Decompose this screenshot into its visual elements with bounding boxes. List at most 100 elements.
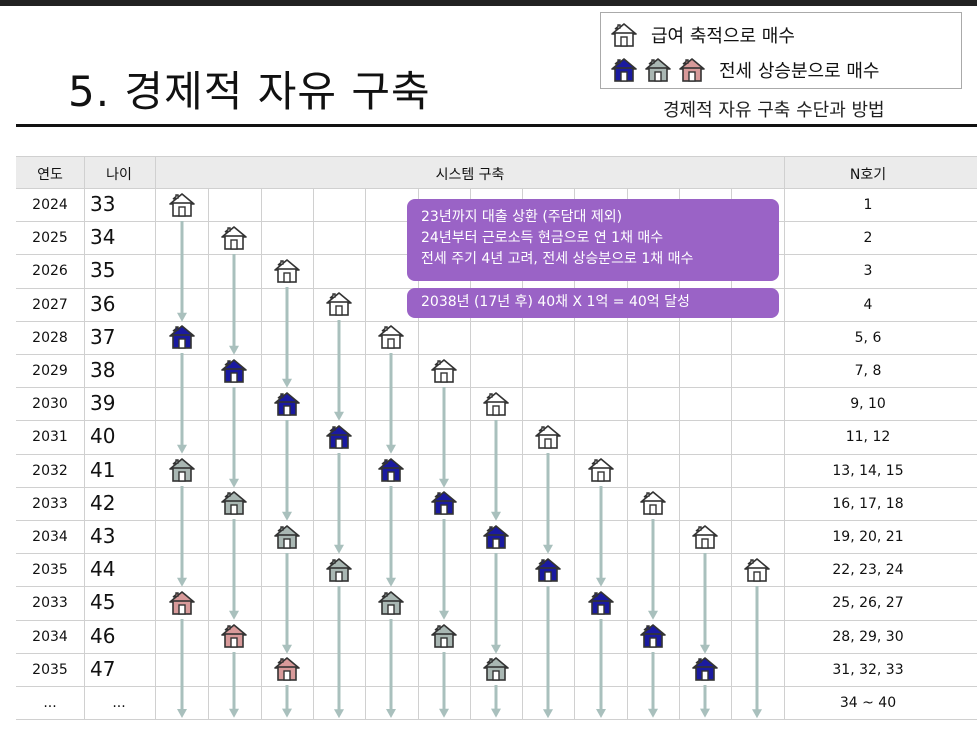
n-unit-cell: 22, 23, 24 [832,562,904,578]
age-cell: 33 [90,192,116,216]
navy-house-icon [638,622,668,650]
column-divider [313,188,314,720]
year-cell: 2034 [32,629,68,645]
down-arrow [439,652,449,718]
navy-house-icon [586,589,616,617]
column-divider [784,156,785,720]
gray-house-icon [219,489,249,517]
n-unit-cell: 31, 32, 33 [832,662,904,678]
down-arrow [648,519,658,620]
year-cell: 2035 [32,662,68,678]
n-unit-cell: 9, 10 [850,396,886,412]
down-arrow [282,553,292,654]
outline-house-icon [481,390,511,418]
column-divider [731,188,732,720]
down-arrow [282,685,292,718]
down-arrow [491,420,501,521]
column-divider [208,188,209,720]
gray-house-icon [643,56,673,84]
navy-house-icon [481,523,511,551]
note-box-goal: 2038년 (17년 후) 40채 X 1억 = 40억 달성 [407,288,779,318]
row-divider [16,156,977,157]
gray-house-icon [167,456,197,484]
table-header-background [16,156,977,188]
age-cell: 41 [90,458,116,482]
age-cell: 35 [90,258,116,282]
navy-house-icon [219,357,249,385]
down-arrow [752,586,762,719]
down-arrow [177,221,187,322]
outline-house-icon [690,523,720,551]
page-subtitle: 경제적 자유 구축 수단과 방법 [663,100,885,121]
year-cell: 2030 [32,396,68,412]
down-arrow [596,486,606,587]
column-divider [470,188,471,720]
year-cell: 2033 [32,496,68,512]
row-divider [16,188,977,189]
age-cell: 46 [90,624,116,648]
down-arrow [700,685,710,718]
n-unit-cell: 3 [863,263,873,279]
down-arrow [386,353,396,454]
down-arrow [177,353,187,454]
gray-house-icon [429,622,459,650]
year-cell: 2032 [32,463,68,479]
down-arrow [386,486,396,587]
down-arrow [491,685,501,718]
year-cell: ... [43,695,57,711]
n-unit-cell: 1 [863,197,873,213]
header-system: 시스템 구축 [435,167,505,183]
outline-house-icon [219,224,249,252]
gray-house-icon [324,556,354,584]
down-arrow [282,420,292,521]
down-arrow [439,387,449,488]
year-cell: 2027 [32,297,68,313]
column-divider [155,156,156,720]
pink-house-icon [167,589,197,617]
year-cell: 2024 [32,197,68,213]
age-cell: 43 [90,524,116,548]
down-arrow [177,619,187,718]
column-divider [365,188,366,720]
row-divider [16,387,977,388]
note-line-2: 24년부터 근로소득 현금으로 연 1채 매수 [421,230,664,246]
navy-house-icon [376,456,406,484]
header-year: 연도 [37,167,63,183]
outline-house-icon [742,556,772,584]
down-arrow [439,519,449,620]
gray-house-icon [481,655,511,683]
legend-jeonse-label: 전세 상승분으로 매수 [719,61,880,82]
age-cell: 37 [90,325,116,349]
year-cell: 2033 [32,595,68,611]
legend-box: 급여 축적으로 매수 전세 상승분으로 매수 [600,12,962,89]
age-cell: 44 [90,557,116,581]
outline-house-icon [324,290,354,318]
age-cell: 39 [90,391,116,415]
n-unit-cell: 11, 12 [845,429,891,445]
outline-house-icon [638,489,668,517]
down-arrow [596,619,606,718]
pink-house-icon [219,622,249,650]
down-arrow [648,652,658,718]
note-goal-text: 2038년 (17년 후) 40채 X 1억 = 40억 달성 [421,294,690,310]
outline-house-icon [429,357,459,385]
n-unit-cell: 16, 17, 18 [832,496,904,512]
n-unit-cell: 34 ~ 40 [839,695,897,711]
age-cell: ... [112,695,126,711]
column-divider [627,188,628,720]
age-cell: 40 [90,424,116,448]
year-cell: 2028 [32,330,68,346]
gray-house-icon [376,589,406,617]
age-cell: 36 [90,292,116,316]
down-arrow [386,619,396,718]
n-unit-cell: 25, 26, 27 [832,595,904,611]
down-arrow [543,453,553,554]
year-cell: 2025 [32,230,68,246]
n-unit-cell: 4 [863,297,873,313]
down-arrow [229,652,239,718]
column-divider [261,188,262,720]
column-divider [574,188,575,720]
n-unit-cell: 19, 20, 21 [832,529,904,545]
legend-row-jeonse: 전세 상승분으로 매수 [609,56,879,84]
pink-house-icon [677,56,707,84]
